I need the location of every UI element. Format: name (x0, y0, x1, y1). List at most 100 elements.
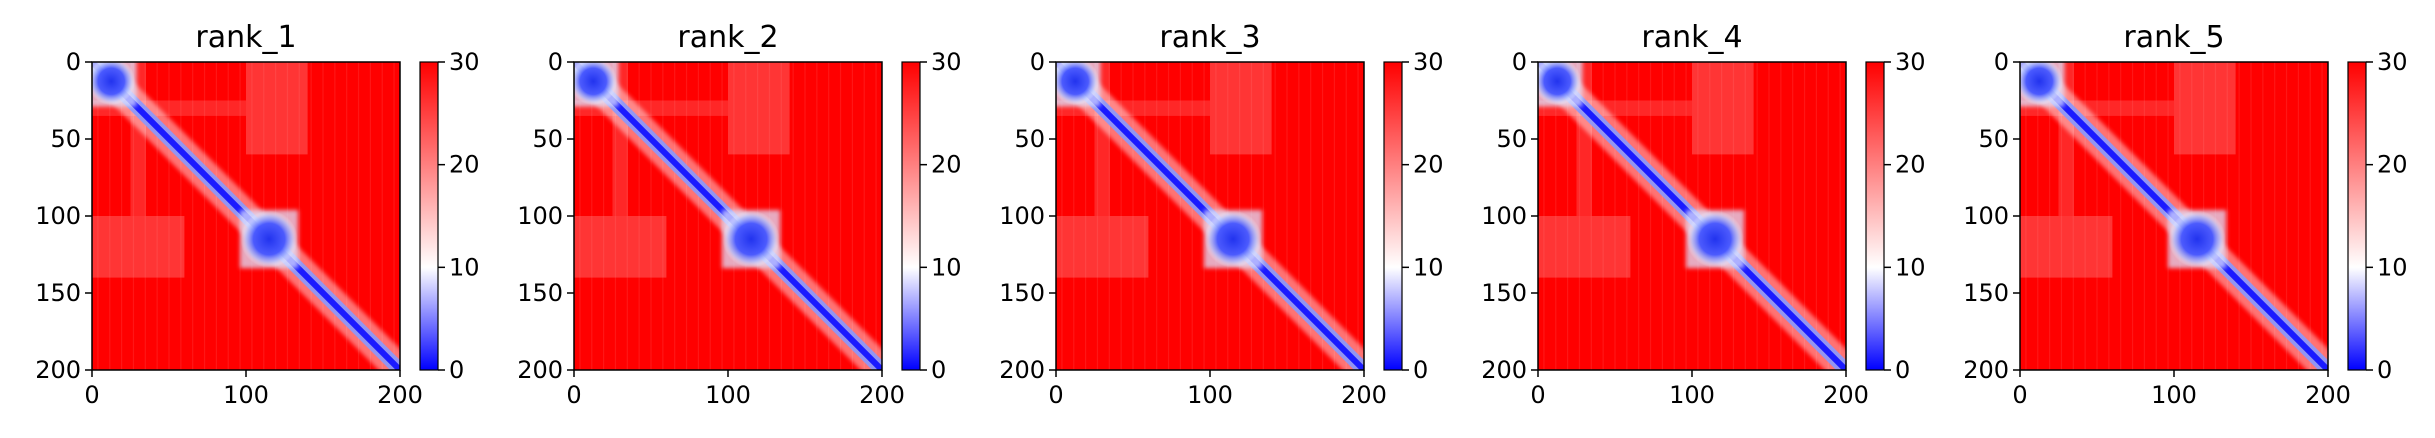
y-tick-label: 0 (1994, 48, 2009, 76)
x-tick-label: 0 (84, 381, 99, 409)
x-tick-label: 200 (1341, 381, 1387, 409)
colorbar-gradient (901, 61, 921, 371)
x-tick-label: 100 (1669, 381, 1715, 409)
heatmap-area (1538, 62, 1846, 370)
low-distance-block (1204, 210, 1262, 268)
y-tick-label: 100 (35, 202, 81, 230)
colorbar-gradient (1865, 61, 1885, 371)
y-tick-label: 150 (1481, 279, 1527, 307)
heatmap-area (574, 62, 882, 370)
light-patch (1692, 62, 1754, 155)
colorbar-tick-label: 0 (2377, 356, 2392, 384)
chart-title: rank_4 (1641, 20, 1742, 55)
colorbar: 0 10 20 30 (1865, 48, 1926, 384)
colorbar-gradient (2347, 61, 2367, 371)
light-patch (728, 62, 790, 155)
y-tick-label: 200 (999, 356, 1045, 384)
x-tick-label: 200 (2305, 381, 2351, 409)
y-tick-label: 100 (517, 202, 563, 230)
x-tick-label: 200 (1823, 381, 1869, 409)
colorbar-tick-label: 10 (2377, 253, 2408, 281)
heatmap-area (2020, 62, 2328, 370)
low-distance-block (2020, 62, 2064, 106)
light-patch (1056, 216, 1149, 278)
colorbar: 0 10 20 30 (2347, 48, 2408, 384)
x-tick-label: 0 (566, 381, 581, 409)
colorbar-tick-label: 0 (1413, 356, 1428, 384)
x-tick-label: 0 (1530, 381, 1545, 409)
colorbar-tick-label: 20 (931, 151, 962, 179)
y-tick-label: 50 (1014, 125, 1045, 153)
light-patch (2174, 62, 2236, 155)
low-distance-block (2168, 210, 2226, 268)
x-tick-label: 0 (1048, 381, 1063, 409)
light-patch (574, 216, 667, 278)
colorbar-tick-label: 0 (931, 356, 946, 384)
colorbar-tick-label: 10 (931, 253, 962, 281)
y-tick-label: 150 (517, 279, 563, 307)
chart-title: rank_1 (195, 20, 296, 55)
x-tick-label: 200 (377, 381, 423, 409)
x-tick-label: 100 (2151, 381, 2197, 409)
y-tick-label: 0 (1030, 48, 1045, 76)
low-distance-block (1056, 62, 1100, 106)
y-tick-label: 150 (999, 279, 1045, 307)
heatmap-area (92, 62, 400, 370)
y-tick-label: 50 (1496, 125, 1527, 153)
colorbar: 0 10 20 30 (901, 48, 962, 384)
colorbar-gradient (1383, 61, 1403, 371)
y-tick-label: 200 (1963, 356, 2009, 384)
colorbar-tick-label: 30 (2377, 48, 2408, 76)
y-tick-label: 200 (517, 356, 563, 384)
y-tick-label: 0 (66, 48, 81, 76)
y-tick-label: 0 (1512, 48, 1527, 76)
colorbar: 0 10 20 30 (419, 48, 480, 384)
colorbar-tick-label: 0 (449, 356, 464, 384)
colorbar-tick-label: 10 (1413, 253, 1444, 281)
chart-title: rank_3 (1159, 20, 1260, 55)
colorbar-tick-label: 0 (1895, 356, 1910, 384)
light-patch (2020, 216, 2113, 278)
y-tick-label: 50 (50, 125, 81, 153)
colorbar-tick-label: 30 (931, 48, 962, 76)
low-distance-block (92, 62, 136, 106)
heatmap-area (1056, 62, 1364, 370)
light-patch (92, 216, 185, 278)
colorbar-tick-label: 30 (449, 48, 480, 76)
light-patch (1538, 216, 1631, 278)
y-tick-label: 100 (1481, 202, 1527, 230)
y-tick-label: 200 (1481, 356, 1527, 384)
colorbar-tick-label: 20 (1413, 151, 1444, 179)
low-distance-block (574, 62, 618, 106)
chart-title: rank_2 (677, 20, 778, 55)
colorbar-tick-label: 20 (449, 151, 480, 179)
colorbar-gradient (419, 61, 439, 371)
colorbar: 0 10 20 30 (1383, 48, 1444, 384)
colorbar-tick-label: 10 (449, 253, 480, 281)
y-tick-label: 150 (35, 279, 81, 307)
colorbar-tick-label: 30 (1895, 48, 1926, 76)
colorbar-tick-label: 20 (1895, 151, 1926, 179)
y-tick-label: 100 (1963, 202, 2009, 230)
colorbar-tick-label: 30 (1413, 48, 1444, 76)
x-tick-label: 200 (859, 381, 905, 409)
low-distance-block (240, 210, 298, 268)
low-distance-block (722, 210, 780, 268)
x-tick-label: 100 (223, 381, 269, 409)
x-tick-label: 100 (705, 381, 751, 409)
low-distance-block (1538, 62, 1582, 106)
y-tick-label: 200 (35, 356, 81, 384)
y-tick-label: 50 (1978, 125, 2009, 153)
y-tick-label: 0 (548, 48, 563, 76)
light-patch (246, 62, 308, 155)
chart-title: rank_5 (2123, 20, 2224, 55)
light-patch (1210, 62, 1272, 155)
colorbar-tick-label: 10 (1895, 253, 1926, 281)
colorbar-tick-label: 20 (2377, 151, 2408, 179)
